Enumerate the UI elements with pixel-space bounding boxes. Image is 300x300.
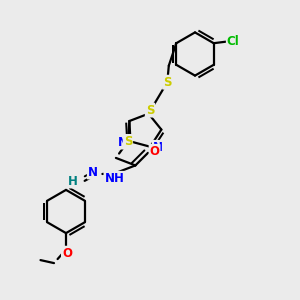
Text: S: S [146,103,154,117]
Text: O: O [62,247,72,260]
Text: Cl: Cl [227,35,240,48]
Text: N: N [118,136,128,148]
Text: H: H [68,175,78,188]
Text: O: O [150,145,160,158]
Text: N: N [153,141,163,154]
Text: NH: NH [104,172,124,185]
Text: N: N [88,166,98,178]
Text: S: S [124,135,132,148]
Text: S: S [163,76,172,89]
